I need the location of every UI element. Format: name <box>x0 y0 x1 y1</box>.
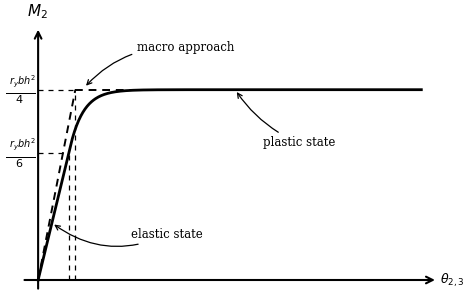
Text: plastic state: plastic state <box>238 93 335 150</box>
Text: $\overline{\ \ \ 4\ \ \ }$: $\overline{\ \ \ 4\ \ \ }$ <box>5 91 36 106</box>
Text: $r_y bh^2$: $r_y bh^2$ <box>9 137 36 153</box>
Text: $r_y bh^2$: $r_y bh^2$ <box>9 74 36 90</box>
Text: $M_2$: $M_2$ <box>27 2 48 21</box>
Text: elastic state: elastic state <box>55 225 203 246</box>
Text: $\theta_{2,3}$: $\theta_{2,3}$ <box>440 271 465 289</box>
Text: $\overline{\ \ \ 6\ \ \ }$: $\overline{\ \ \ 6\ \ \ }$ <box>5 155 36 170</box>
Text: macro approach: macro approach <box>87 41 234 85</box>
